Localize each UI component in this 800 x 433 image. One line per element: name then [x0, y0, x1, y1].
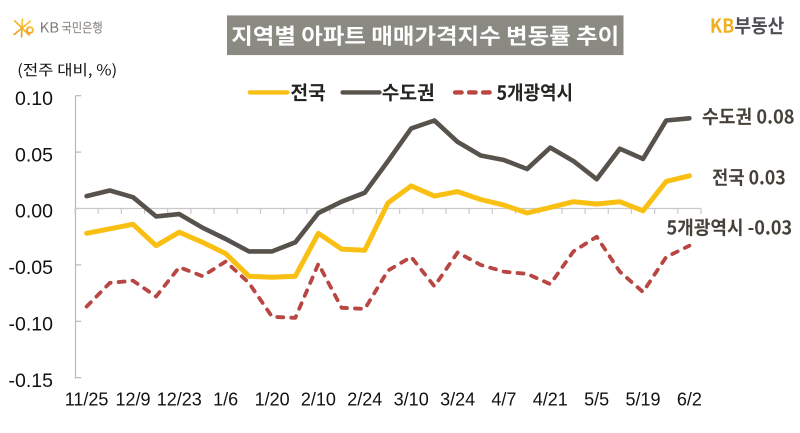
svg-text:12/23: 12/23: [157, 389, 202, 409]
svg-text:6/2: 6/2: [677, 389, 702, 409]
svg-text:1/6: 1/6: [213, 389, 238, 409]
svg-text:4/21: 4/21: [533, 389, 568, 409]
svg-text:2/24: 2/24: [347, 389, 382, 409]
svg-text:4/7: 4/7: [491, 389, 516, 409]
svg-text:1/20: 1/20: [255, 389, 290, 409]
svg-text:11/25: 11/25: [65, 389, 109, 409]
svg-text:-0.05: -0.05: [9, 257, 54, 279]
svg-text:-0.10: -0.10: [9, 314, 54, 336]
svg-text:12/9: 12/9: [115, 389, 150, 409]
svg-text:0.00: 0.00: [15, 201, 53, 223]
svg-text:5/19: 5/19: [625, 389, 660, 409]
svg-text:3/24: 3/24: [440, 389, 475, 409]
svg-text:0.10: 0.10: [15, 88, 53, 110]
svg-text:2/10: 2/10: [301, 389, 336, 409]
svg-text:-0.15: -0.15: [9, 370, 54, 392]
svg-text:3/10: 3/10: [394, 389, 429, 409]
svg-text:0.05: 0.05: [15, 144, 53, 166]
svg-text:5/5: 5/5: [584, 389, 609, 409]
